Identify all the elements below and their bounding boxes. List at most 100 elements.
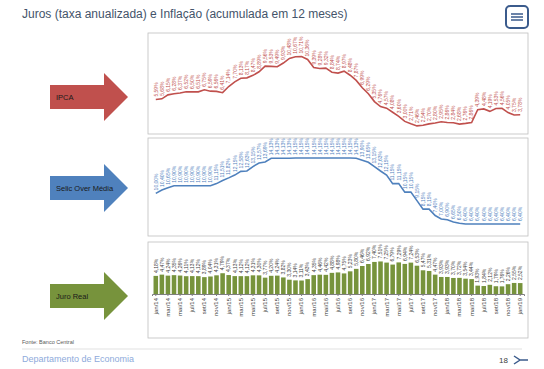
x-tick: set/16 <box>347 294 353 314</box>
tick-label: mar/17 <box>384 297 390 316</box>
tick-mark <box>423 294 424 296</box>
x-tick: jan/18 <box>444 294 450 315</box>
x-axis-line <box>153 295 525 297</box>
bar <box>439 277 444 294</box>
series-arrow: Selic Over Média <box>50 164 128 212</box>
tick-label: jan/19 <box>517 297 523 315</box>
bar <box>324 275 329 294</box>
bar <box>184 276 189 294</box>
x-tick: mai/16 <box>323 294 329 316</box>
bar <box>257 275 262 294</box>
tick-mark <box>362 294 363 296</box>
tick-mark <box>180 294 181 296</box>
tick-label: jul/15 <box>262 297 268 313</box>
bar <box>500 286 505 294</box>
plot-marks <box>156 158 520 224</box>
bar <box>318 275 323 294</box>
bar <box>251 275 256 294</box>
bar <box>299 281 304 294</box>
tick-label: nov/18 <box>505 297 511 316</box>
bar <box>281 277 286 294</box>
footer-text: Departamento de Economia <box>22 354 134 364</box>
series-name: Selic Over Média <box>56 184 114 193</box>
tick-label: mai/16 <box>323 297 329 316</box>
tick-label: mar/14 <box>165 297 171 316</box>
arrow-shape <box>50 272 128 320</box>
x-tick: nov/16 <box>359 294 365 316</box>
bar <box>512 283 517 294</box>
tick-label: jan/14 <box>153 297 159 315</box>
tick-label: set/17 <box>420 297 426 314</box>
arrow-shape <box>50 73 128 121</box>
x-tick: nov/14 <box>213 294 219 316</box>
tick-mark <box>240 294 241 296</box>
tick-label: jan/18 <box>444 297 450 315</box>
bar <box>506 284 511 294</box>
bar <box>421 270 426 294</box>
bar <box>154 276 159 294</box>
x-tick: mar/14 <box>165 294 171 317</box>
tick-mark <box>435 294 436 296</box>
x-tick: mar/16 <box>311 294 317 317</box>
data-labels: 5,59%5,68%6,15%6,28%6,37%6,52%6,50%6,51%… <box>153 36 523 123</box>
x-tick: mai/17 <box>396 294 402 316</box>
tick-label: nov/15 <box>286 297 292 316</box>
tick-label: mar/16 <box>311 297 317 316</box>
bar <box>475 286 480 294</box>
bar <box>348 271 353 294</box>
x-tick: nov/17 <box>432 294 438 316</box>
data-labels: 10,00%10,40%10,65%10,90%10,90%10,90%10,9… <box>153 138 523 222</box>
tick-label: jul/18 <box>481 297 487 313</box>
logo-lines <box>511 14 523 20</box>
bar <box>232 276 237 294</box>
tick-mark <box>216 294 217 296</box>
tick-mark <box>325 294 326 296</box>
bar <box>451 278 456 294</box>
x-tick: nov/15 <box>286 294 292 316</box>
plot-frame <box>148 138 528 236</box>
data-label: 3,78% <box>517 97 523 112</box>
tick-mark <box>192 294 193 296</box>
tick-mark <box>471 294 472 296</box>
bar <box>263 278 268 294</box>
tick-mark <box>374 294 375 296</box>
bar <box>457 278 462 294</box>
page-number: 18 <box>499 356 508 365</box>
tick-label: mar/15 <box>238 297 244 316</box>
series-line <box>156 158 520 224</box>
tick-label: jan/16 <box>298 297 304 315</box>
x-tick: set/18 <box>493 294 499 314</box>
x-tick: mar/15 <box>238 294 244 317</box>
bar <box>305 279 310 294</box>
bar <box>293 280 298 294</box>
x-tick: mar/18 <box>456 294 462 317</box>
x-tick: mai/15 <box>250 294 256 316</box>
bar <box>488 285 493 294</box>
slide-canvas: Juros (taxa anualizada) e Inflação (acum… <box>0 0 544 369</box>
plot-frame <box>148 33 528 134</box>
bar <box>403 264 408 294</box>
bar <box>518 283 523 294</box>
bar <box>342 273 347 294</box>
tick-label: jan/15 <box>226 297 232 315</box>
tick-label: jul/16 <box>335 297 341 313</box>
tick-mark <box>313 294 314 296</box>
bar <box>196 276 201 294</box>
bar <box>178 276 183 294</box>
bar <box>396 262 401 294</box>
tick-mark <box>459 294 460 296</box>
bar <box>269 276 274 294</box>
tick-mark <box>265 294 266 296</box>
bar <box>463 279 468 294</box>
bar <box>160 275 165 294</box>
tick-label: set/16 <box>347 297 353 314</box>
bar <box>469 279 474 294</box>
x-tick: set/17 <box>420 294 426 314</box>
x-tick: set/14 <box>201 294 207 314</box>
bar <box>330 273 335 294</box>
bar <box>415 266 420 294</box>
bar <box>239 276 244 294</box>
tick-mark <box>520 294 521 296</box>
tick-mark <box>398 294 399 296</box>
x-tick: nov/18 <box>505 294 511 316</box>
